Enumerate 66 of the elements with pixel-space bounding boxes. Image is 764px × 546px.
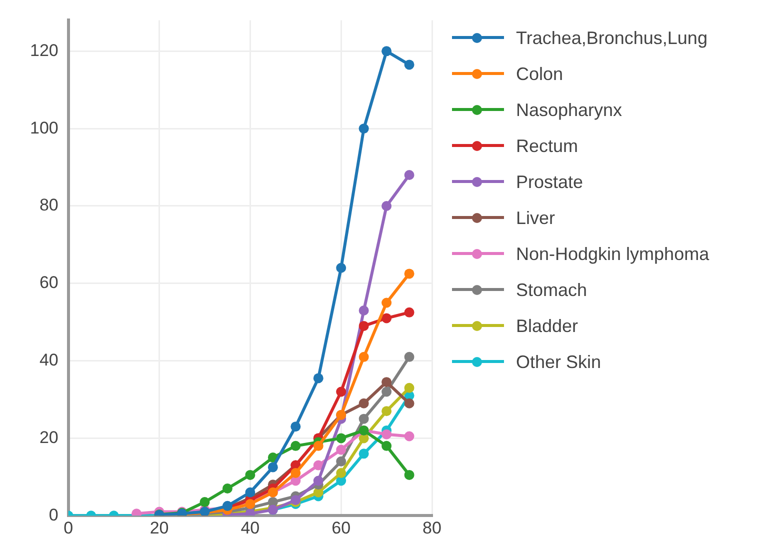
point <box>245 470 256 480</box>
point <box>382 386 392 397</box>
point <box>336 456 346 466</box>
point <box>313 373 324 384</box>
point <box>313 460 324 470</box>
point <box>336 262 346 273</box>
point <box>404 60 414 70</box>
point <box>313 440 324 451</box>
point <box>200 497 210 508</box>
point <box>336 433 346 444</box>
legend-label: Bladder <box>516 316 578 336</box>
point <box>336 468 346 478</box>
y-tick-label: 20 <box>39 428 58 447</box>
point <box>222 484 232 494</box>
point <box>382 377 392 388</box>
y-tick-label: 100 <box>30 118 58 138</box>
x-tick-label: 0 <box>64 518 74 538</box>
point <box>404 398 414 408</box>
point <box>245 498 256 509</box>
x-tick-label: 80 <box>422 518 442 538</box>
point <box>358 398 369 408</box>
y-tick-label: 120 <box>30 40 58 60</box>
point <box>358 320 369 331</box>
legend-label: Nasopharynx <box>516 100 622 120</box>
y-tick-label: 0 <box>48 505 58 524</box>
point <box>358 448 369 459</box>
point <box>245 487 256 498</box>
legend-label: Stomach <box>516 280 588 300</box>
point <box>313 476 324 486</box>
point <box>382 429 392 440</box>
point <box>404 268 414 279</box>
legend-label: Other Skin <box>516 352 602 372</box>
point <box>404 470 414 480</box>
legend-label: Liver <box>516 208 556 228</box>
point <box>404 170 414 180</box>
point <box>404 431 414 442</box>
point <box>290 422 301 432</box>
point <box>290 468 301 478</box>
y-tick-label: 80 <box>39 196 58 215</box>
point <box>358 352 369 362</box>
point <box>404 382 414 393</box>
y-tick-label: 40 <box>39 350 58 370</box>
point <box>290 440 301 451</box>
point <box>336 444 346 455</box>
point <box>268 462 278 472</box>
point <box>404 352 414 362</box>
x-tick-label: 60 <box>332 518 351 538</box>
legend-label: Non-Hodgkin lymphoma <box>516 244 710 264</box>
legend-label: Colon <box>516 64 564 84</box>
point <box>336 386 346 397</box>
point <box>404 307 414 318</box>
point <box>358 124 369 134</box>
point <box>382 298 392 308</box>
x-tick-label: 20 <box>150 518 169 538</box>
point <box>382 200 392 211</box>
point <box>382 440 392 451</box>
legend-label: Rectum <box>516 136 578 156</box>
point <box>382 46 392 56</box>
point <box>382 313 392 324</box>
x-tick-label: 40 <box>240 518 260 538</box>
point <box>358 414 369 424</box>
legend-label: Trachea,Bronchus,Lung <box>516 28 708 48</box>
y-tick-label: 60 <box>39 273 58 292</box>
point <box>358 305 369 316</box>
point <box>382 406 392 416</box>
legend-label: Prostate <box>516 172 584 192</box>
